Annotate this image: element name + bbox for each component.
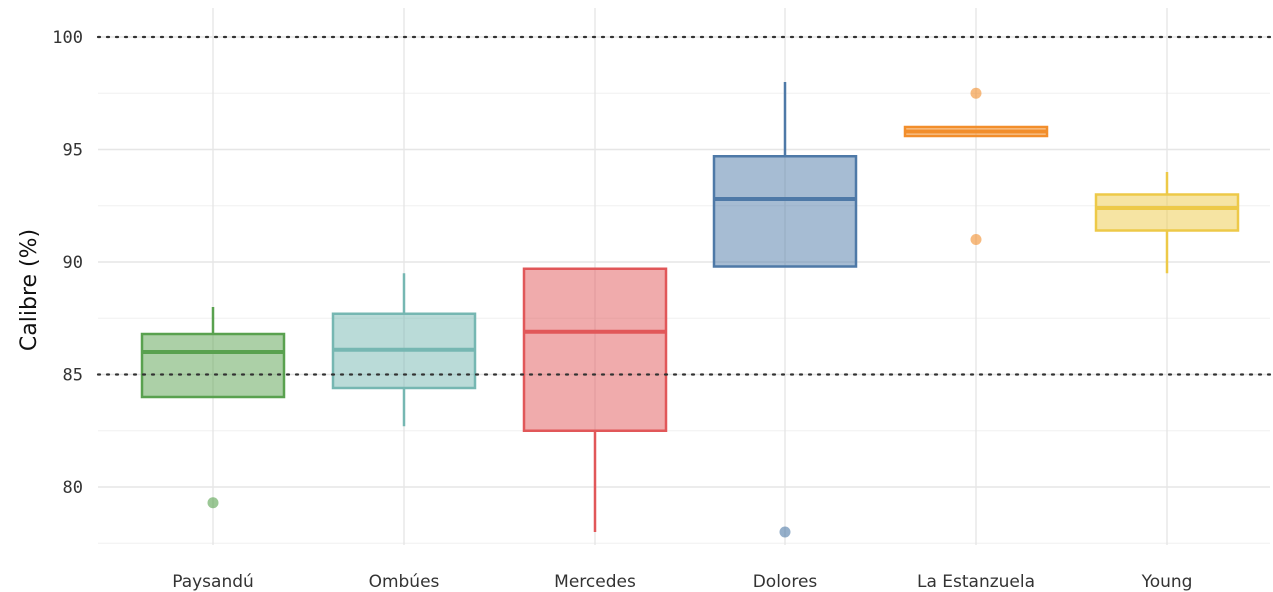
box-group (140, 307, 286, 509)
box-iqr (712, 155, 858, 268)
x-category-label: Mercedes (554, 572, 636, 592)
y-tick-label: 100 (52, 28, 83, 48)
box-group (1094, 172, 1240, 274)
outlier-point (970, 87, 982, 99)
boxes-layer (140, 82, 1240, 538)
box-group (331, 273, 477, 427)
box-iqr (1094, 193, 1240, 232)
grid-layer (98, 8, 1270, 545)
box-group (903, 87, 1049, 245)
y-tick-label: 95 (63, 141, 83, 161)
y-tick-label: 90 (63, 253, 83, 273)
box-iqr (140, 332, 286, 399)
y-axis-title: Calibre (%) (17, 229, 42, 351)
x-category-label: Paysandú (172, 572, 254, 592)
x-category-label: La Estanzuela (917, 572, 1035, 592)
y-tick-label: 80 (63, 478, 83, 498)
x-category-label: Dolores (753, 572, 818, 592)
y-tick-label: 85 (63, 366, 83, 386)
box-iqr (522, 267, 668, 432)
labels-layer: 80 85 90 95 100 Paysandú Ombúes Mercedes Dolores… (52, 28, 1192, 592)
x-category-label: Young (1141, 572, 1193, 592)
outlier-point (207, 497, 219, 509)
reference-lines (96, 35, 1272, 376)
x-category-label: Ombúes (369, 572, 440, 592)
box-group (712, 82, 858, 538)
outlier-point (779, 526, 791, 538)
outlier-point (970, 234, 982, 245)
box-group (522, 267, 668, 532)
